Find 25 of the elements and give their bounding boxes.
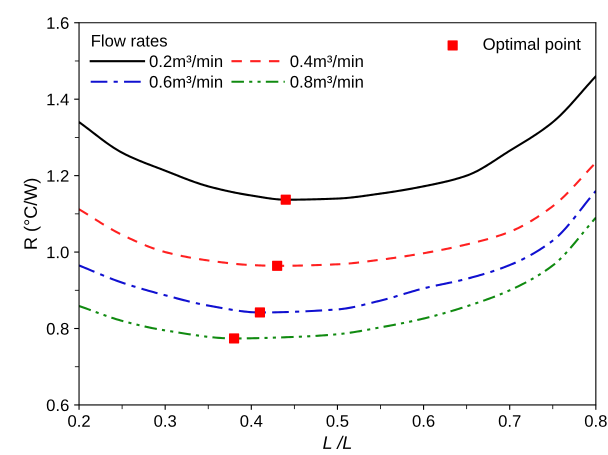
x-tick-label: 0.2 [68,415,90,427]
x-tick-label: 0.4 [240,415,262,427]
point [254,307,266,318]
x-tick-label: 0.5 [326,415,348,427]
y-tick-label: 1.2 [47,170,68,182]
x-tick-label: 0.8 [584,415,607,427]
y-tick-label: 1.6 [47,17,69,29]
y-tick-label: 1.4 [47,94,69,106]
point [228,333,240,344]
y-tick-label: 0.6 [46,399,69,412]
point [280,194,291,205]
y-axis-title: R (°C/W) [24,178,41,249]
legend-label: Optimal point [483,38,581,54]
legend-title: Flow rates [92,34,167,47]
legend-label: 0.6m³/min [150,75,222,88]
legend-label: 0.2m³/min [150,54,222,68]
legend-label: 0.4m³/min [290,54,363,68]
legend-label: 0.8m³/min [290,75,363,88]
x-axis-title: L /L [323,436,352,450]
y-tick-label: 1.0 [47,246,69,258]
x-tick-label: 0.6 [412,415,434,427]
x-tick-label: 0.3 [154,415,176,427]
point [272,260,282,271]
x-tick-label: 0.7 [498,415,520,427]
y-tick-label: 0.8 [46,322,69,335]
